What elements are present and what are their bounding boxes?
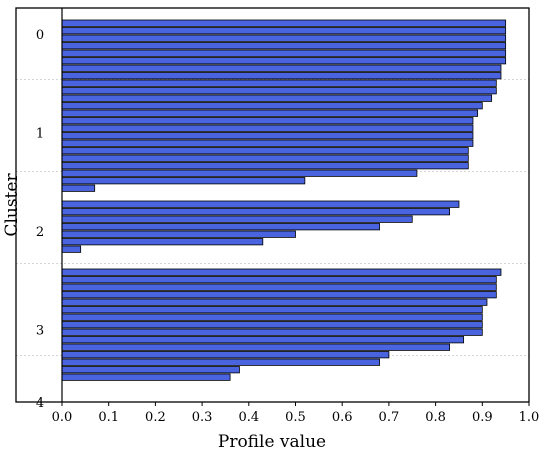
x-tick-label: 0.5 <box>285 410 306 425</box>
bar-cluster-3 <box>61 268 502 276</box>
bar-cluster-1 <box>61 49 507 57</box>
y-axis-label: Cluster <box>2 173 22 237</box>
x-tick-label: 1.0 <box>519 410 540 425</box>
bar-cluster-1 <box>61 64 502 72</box>
bar-cluster-1 <box>61 34 507 42</box>
bar-cluster-1 <box>61 79 497 87</box>
x-tick-label: 0.2 <box>145 410 166 425</box>
x-axis-label: Profile value <box>218 432 326 452</box>
y-tick-label: 4 <box>36 396 44 411</box>
bar-cluster-3 <box>61 306 483 314</box>
x-ticks: 0.0 0.1 0.2 0.3 0.4 0.5 0.6 0.7 0.8 0.9 1.0 <box>52 402 540 425</box>
bar-cluster-3 <box>61 343 451 351</box>
bar-cluster-3 <box>61 366 240 374</box>
bar-cluster-3 <box>61 283 497 291</box>
bar-cluster-1 <box>61 109 479 117</box>
bar-cluster-1 <box>61 117 474 125</box>
bar-cluster-2 <box>61 238 264 246</box>
bar-cluster-3 <box>61 276 497 284</box>
bar-cluster-1 <box>61 169 418 177</box>
x-tick-label: 0.6 <box>332 410 353 425</box>
x-tick-label: 0.3 <box>192 410 213 425</box>
x-tick-label: 0.8 <box>425 410 446 425</box>
bar-cluster-2 <box>61 200 460 208</box>
bar-cluster-1 <box>61 132 474 140</box>
x-tick-label: 0.0 <box>52 410 73 425</box>
y-tick-label: 2 <box>36 225 44 240</box>
bar-cluster-1 <box>61 147 469 155</box>
bar-cluster-3 <box>61 328 483 336</box>
bar-cluster-2 <box>61 208 451 216</box>
x-tick-label: 0.7 <box>379 410 400 425</box>
bar-cluster-1 <box>61 154 469 162</box>
bar-cluster-1 <box>61 162 469 170</box>
bar-cluster-3 <box>61 373 231 381</box>
bar-cluster-1 <box>61 177 306 185</box>
bar-cluster-3 <box>61 351 390 359</box>
bar-cluster-2 <box>61 223 380 231</box>
bar-cluster-1 <box>61 87 497 95</box>
bar-cluster-1 <box>61 19 507 27</box>
bar-cluster-3 <box>61 321 483 329</box>
bar-cluster-3 <box>61 358 380 366</box>
x-tick-label: 0.1 <box>98 410 119 425</box>
bar-cluster-3 <box>61 336 465 344</box>
x-tick-label: 0.9 <box>472 410 493 425</box>
x-tick-label: 0.4 <box>238 410 259 425</box>
bar-cluster-1 <box>61 94 493 102</box>
bar-cluster-3 <box>61 298 488 306</box>
bar-cluster-1 <box>61 124 474 132</box>
bar-cluster-1 <box>61 102 483 110</box>
plot-frame <box>15 7 530 403</box>
y-tick-label: 0 <box>36 28 44 43</box>
bar-cluster-1 <box>61 72 502 80</box>
bar-cluster-1 <box>61 42 507 50</box>
bar-cluster-1 <box>61 139 474 147</box>
bar-cluster-2 <box>61 245 82 253</box>
bar-cluster-3 <box>61 313 483 321</box>
y-tick-label: 1 <box>36 127 44 142</box>
y-ticks: 0 1 2 3 4 <box>36 28 44 411</box>
bars <box>61 19 507 381</box>
y-tick-label: 3 <box>36 324 44 339</box>
bar-cluster-3 <box>61 291 497 299</box>
bar-cluster-2 <box>61 215 413 223</box>
bar-cluster-1 <box>61 27 507 35</box>
bar-cluster-2 <box>61 230 296 238</box>
bar-cluster-1 <box>61 184 96 192</box>
bar-cluster-1 <box>61 57 507 65</box>
